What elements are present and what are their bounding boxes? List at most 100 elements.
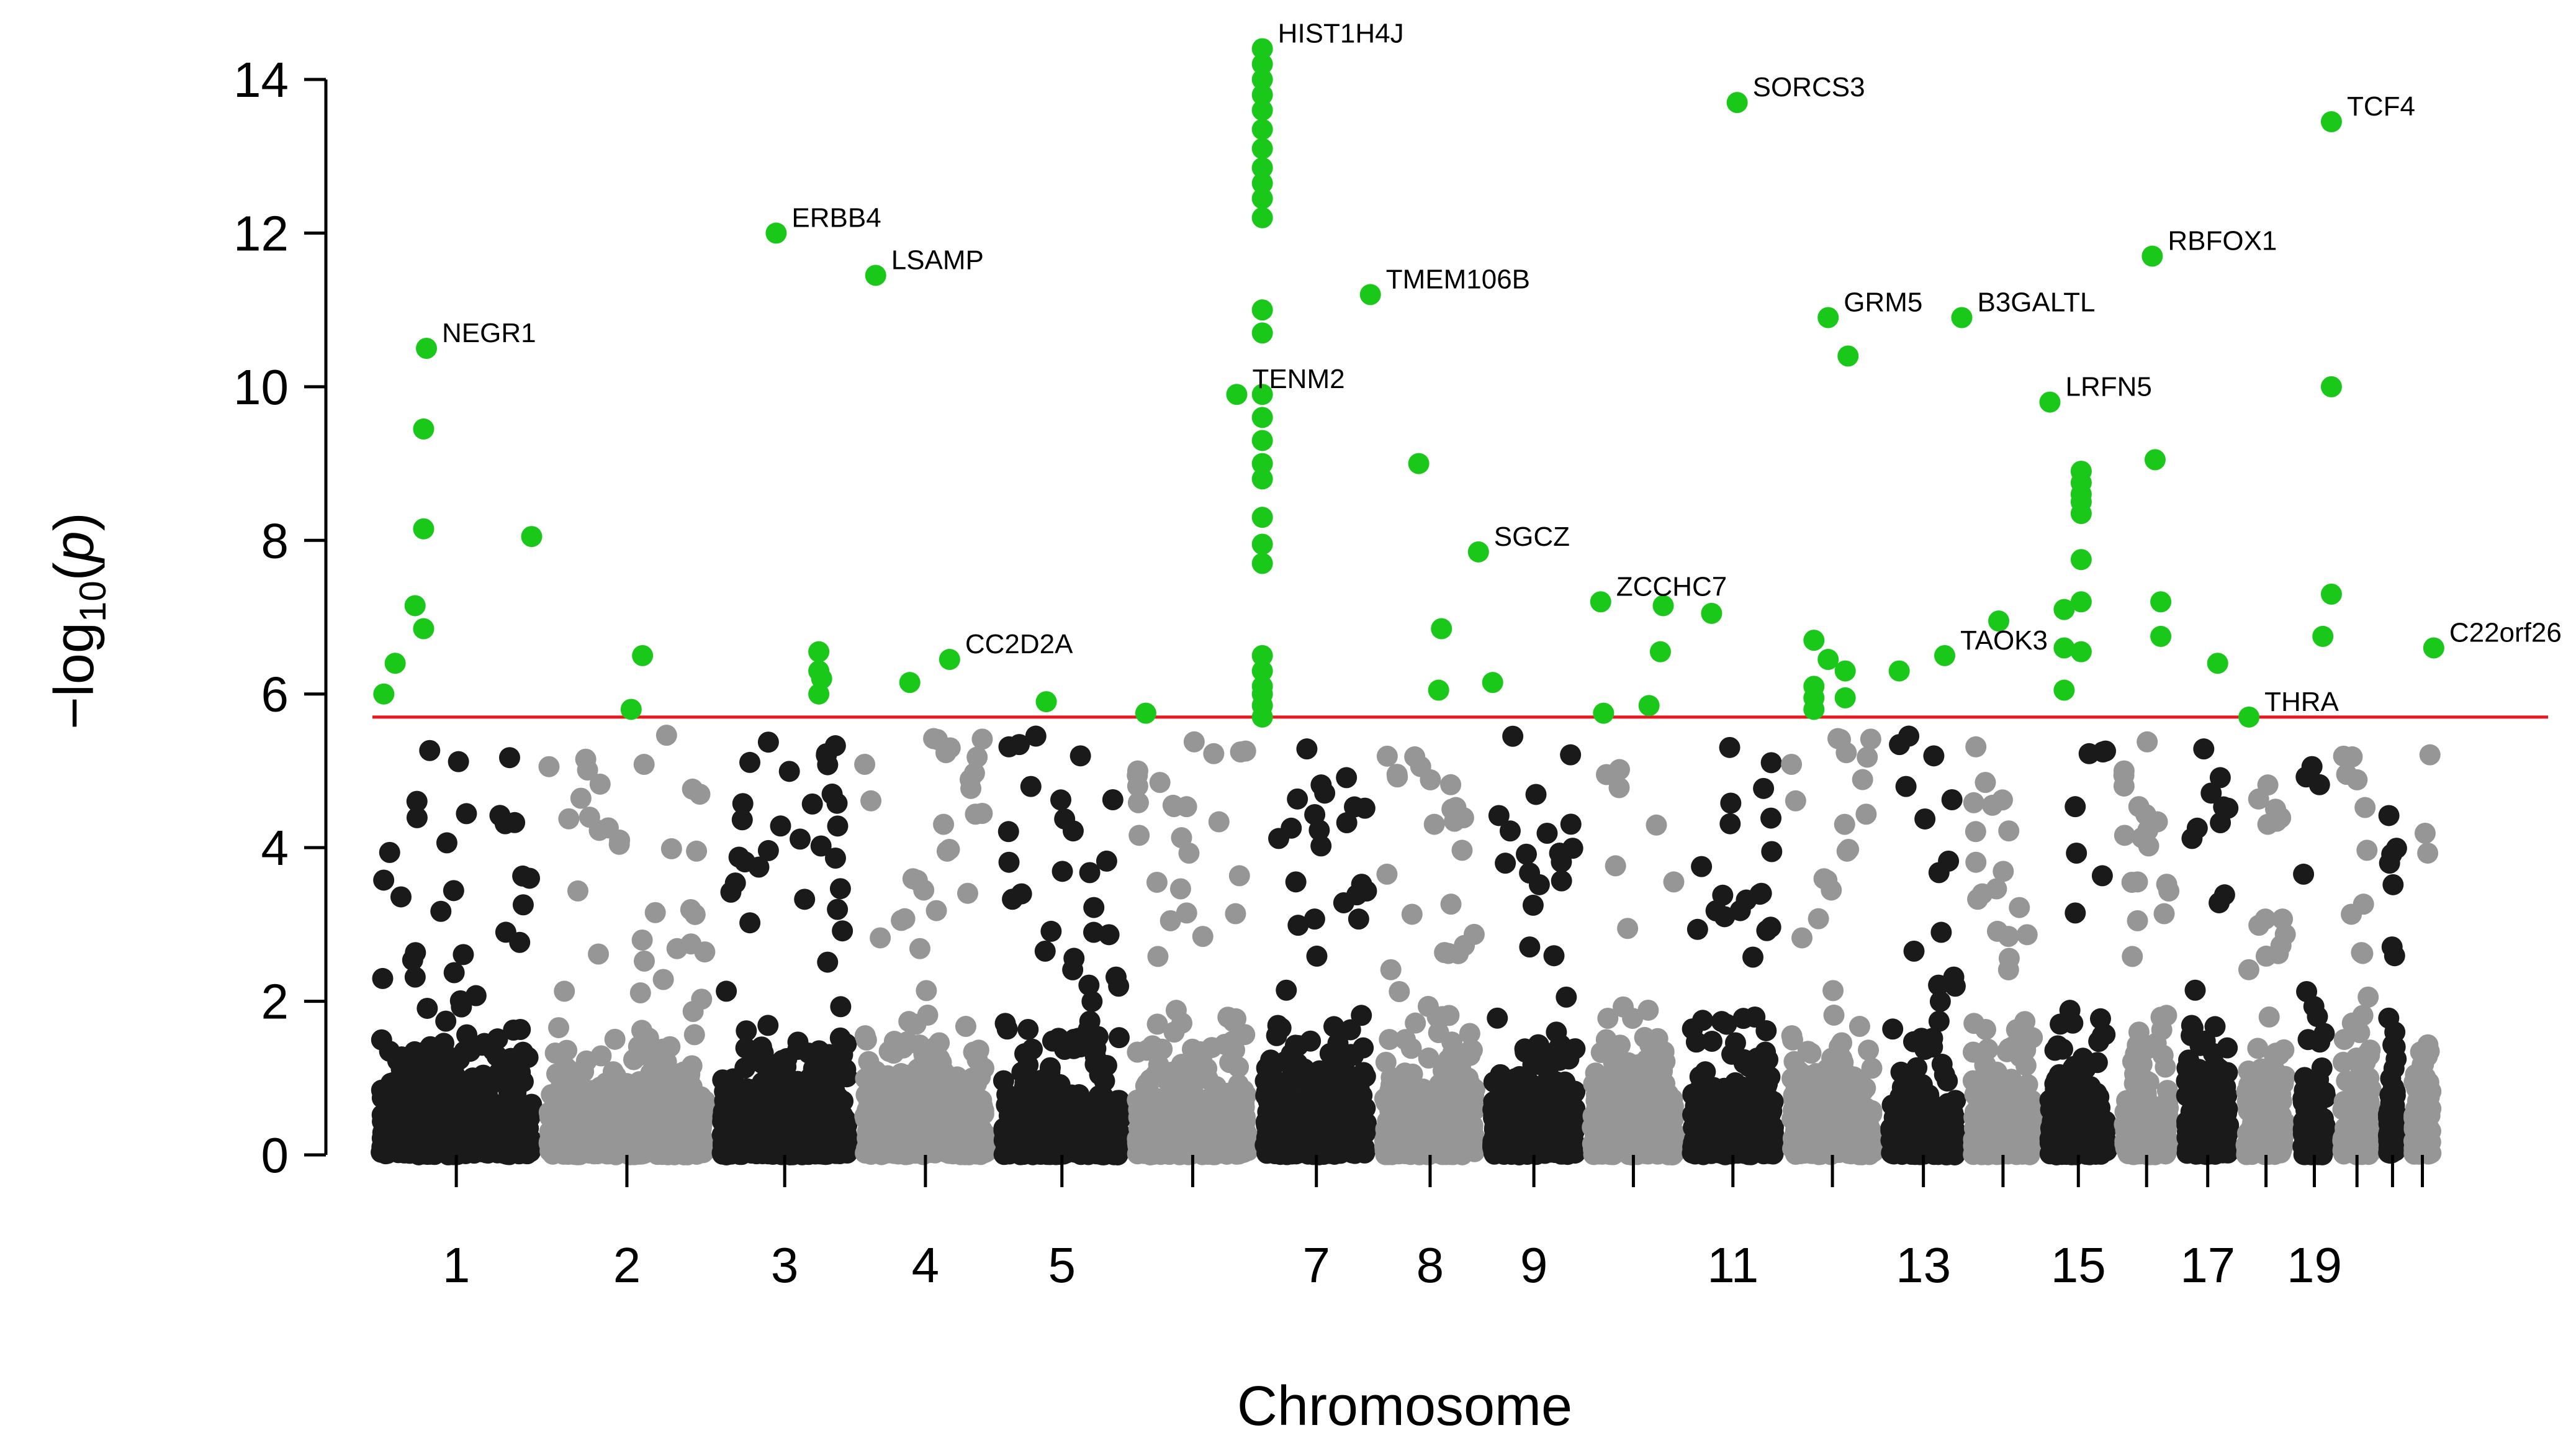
snp-point: [717, 1133, 739, 1155]
snp-point: [1419, 1114, 1441, 1136]
snp-point: [1323, 1016, 1345, 1038]
snp-point: [906, 1113, 928, 1134]
snp-point: [1083, 1097, 1104, 1118]
snp-point: [1287, 1034, 1309, 1056]
snp-point: [684, 903, 706, 925]
snp-point: [1235, 740, 1256, 762]
snp-point: [835, 1033, 857, 1055]
snp-point: [1062, 820, 1084, 842]
snp-point: [1341, 1088, 1362, 1110]
snp-point: [417, 997, 438, 1019]
snp-point: [772, 1052, 793, 1074]
snp-point: [918, 1062, 940, 1084]
snp-point: [498, 747, 520, 769]
snp-point: [1438, 1049, 1459, 1070]
snp-point: [754, 1073, 776, 1095]
snp-point: [539, 1106, 561, 1128]
snp-point: [659, 1036, 681, 1057]
snp-point: [957, 882, 978, 904]
snp-point: [682, 778, 703, 800]
snp-point: [1105, 966, 1127, 988]
snp-point: [732, 793, 754, 815]
snp-point: [789, 828, 811, 850]
snp-point: [1560, 813, 1582, 835]
snp-point: [1190, 1124, 1212, 1146]
background-points: [371, 725, 2442, 1165]
snp-point: [1203, 743, 1225, 764]
snp-point: [739, 751, 761, 773]
snp-point: [787, 1039, 809, 1061]
snp-point: [1017, 1019, 1039, 1041]
snp-point: [626, 1046, 648, 1067]
snp-point: [897, 1138, 919, 1159]
snp-point: [477, 1084, 498, 1106]
snp-point: [435, 1134, 456, 1156]
snp-point: [538, 1132, 560, 1154]
snp-point: [994, 1013, 1016, 1034]
snp-point: [519, 867, 541, 889]
snp-point: [714, 1080, 736, 1102]
snp-point: [1217, 1006, 1239, 1028]
snp-point: [1281, 817, 1302, 839]
snp-point: [1328, 1124, 1350, 1146]
snp-point: [433, 1033, 455, 1054]
snp-point: [633, 754, 655, 776]
snp-point: [1617, 918, 1639, 939]
snp-point: [794, 889, 816, 910]
snp-point: [1285, 871, 1307, 893]
snp-point: [406, 807, 428, 828]
snp-point: [933, 813, 955, 835]
snp-point: [1181, 1038, 1203, 1060]
snp-point: [742, 1111, 763, 1133]
snp-point: [1346, 884, 1367, 906]
snp-point: [739, 912, 761, 934]
snp-point: [1376, 745, 1398, 767]
snp-point: [881, 1121, 903, 1143]
snp-point: [544, 1042, 566, 1064]
snp-point: [1225, 903, 1246, 925]
snp-point: [1083, 897, 1105, 918]
snp-point: [860, 790, 882, 812]
snp-point: [419, 740, 441, 761]
snp-point: [965, 803, 986, 825]
snp-point: [1192, 926, 1214, 948]
snp-point: [453, 944, 474, 966]
snp-point: [1223, 1141, 1245, 1163]
snp-point: [916, 980, 937, 1002]
snp-point: [880, 1101, 902, 1123]
snp-point: [1304, 908, 1325, 930]
snp-point: [1261, 1060, 1282, 1082]
snp-point: [503, 1141, 525, 1162]
snp-point: [1423, 813, 1445, 835]
snp-point: [687, 1123, 709, 1145]
snp-point: [646, 1052, 667, 1074]
snp-point: [1519, 862, 1541, 884]
snp-point: [1354, 1065, 1376, 1087]
snp-point: [1014, 1072, 1036, 1094]
snp-point: [801, 793, 823, 815]
snp-point: [1171, 827, 1192, 849]
snp-point: [1379, 1029, 1400, 1051]
snp-point: [832, 920, 853, 942]
snp-point: [1128, 825, 1150, 846]
snp-point: [1009, 1113, 1030, 1134]
snp-point: [1228, 865, 1250, 887]
snp-point: [1385, 1132, 1407, 1154]
snp-point: [650, 1111, 672, 1133]
snp-point: [909, 938, 930, 959]
snp-point: [1389, 980, 1410, 1002]
snp-point: [721, 1109, 742, 1131]
snp-point: [827, 898, 849, 920]
snp-point: [720, 881, 742, 903]
snp-point: [1138, 1140, 1160, 1162]
snp-point: [732, 1133, 754, 1155]
snp-point: [1526, 1095, 1547, 1116]
snp-point: [519, 1106, 541, 1128]
snp-point: [1256, 1081, 1277, 1103]
snp-point: [834, 1060, 855, 1082]
snp-point: [1404, 746, 1426, 767]
snp-point: [1294, 1058, 1315, 1080]
snp-point: [579, 807, 600, 828]
snp-point: [548, 1017, 570, 1039]
snp-point: [1543, 945, 1565, 967]
